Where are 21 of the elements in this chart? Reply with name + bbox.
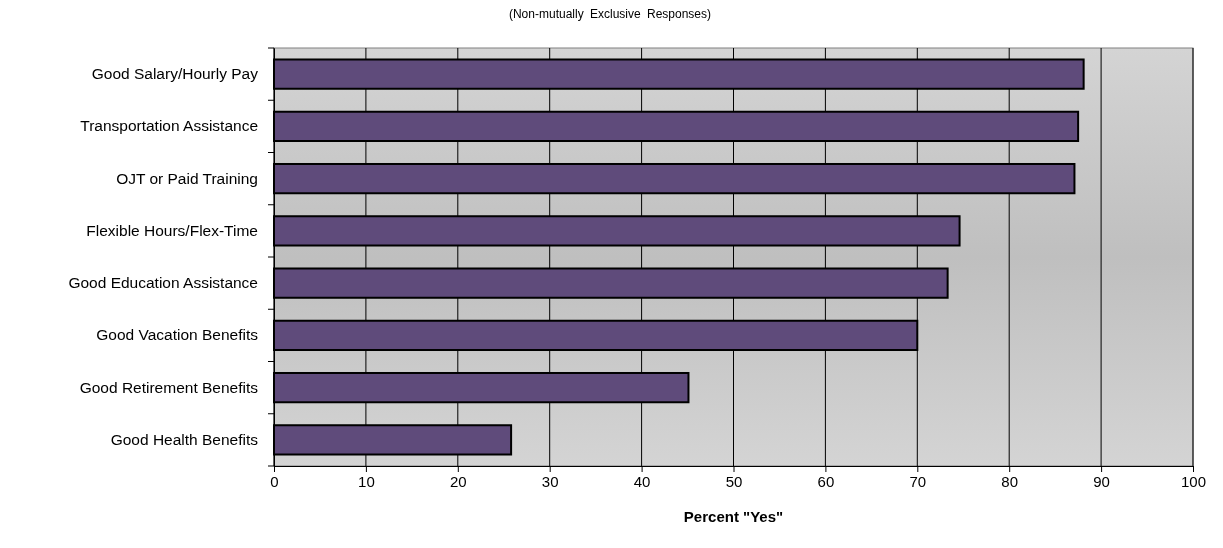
x-tick-label: 80 — [1001, 472, 1019, 490]
y-tick-label: Transportation Assistance — [80, 117, 258, 135]
y-tick-label: Flexible Hours/Flex-Time — [86, 221, 258, 239]
x-tick-label: 0 — [270, 472, 279, 490]
x-tick-label: 60 — [817, 472, 835, 490]
chart-title: (Non-mutually Exclusive Responses) — [508, 7, 712, 21]
y-tick-label: Good Health Benefits — [110, 430, 259, 448]
x-tick-label: 70 — [909, 472, 927, 490]
x-tick-label: 90 — [1093, 472, 1110, 490]
x-tick-label: 10 — [358, 472, 375, 490]
y-tick-label: Good Retirement Benefits — [79, 378, 259, 396]
y-tick-label: Good Salary/Hourly Pay — [91, 65, 259, 83]
x-tick-label: 100 — [1180, 472, 1207, 490]
x-axis-title: Percent "Yes" — [683, 508, 784, 525]
y-tick-label: OJT or Paid Training — [116, 169, 258, 187]
y-tick-label: Good Education Assistance — [68, 274, 258, 292]
x-tick-label: 20 — [449, 472, 467, 490]
x-tick-label: 50 — [725, 472, 743, 490]
x-tick-label: 40 — [633, 472, 651, 490]
y-tick-label: Good Vacation Benefits — [96, 326, 259, 344]
x-tick-label: 30 — [541, 472, 559, 490]
